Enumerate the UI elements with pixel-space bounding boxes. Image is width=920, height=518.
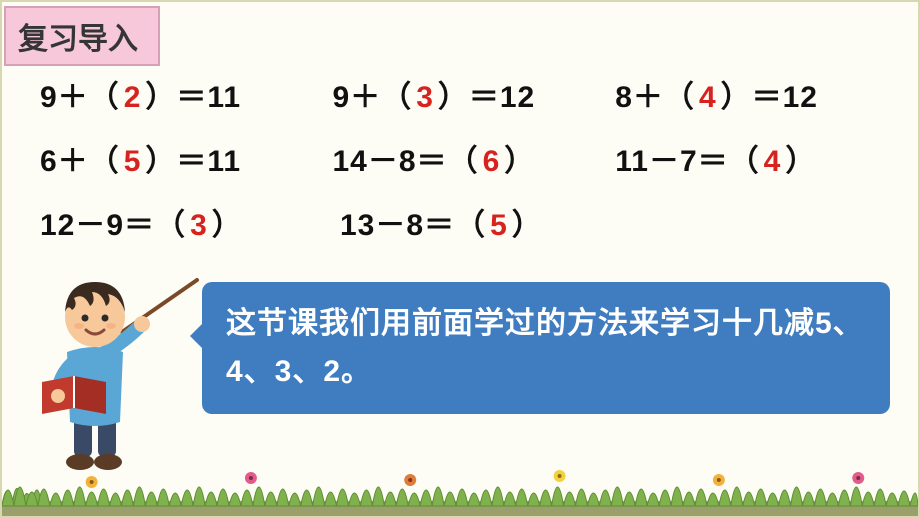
eq-answer: 3	[186, 209, 212, 243]
formula-row: 12－9＝（ 3 ） 13－8＝（ 5 ）	[40, 200, 898, 244]
section-header: 复习导入	[4, 6, 160, 66]
eq-answer: 5	[120, 145, 146, 179]
eq-answer: 2	[120, 81, 146, 115]
section-header-text: 复习导入	[18, 23, 138, 56]
equation: 9＋（ 3 ）＝12	[333, 72, 616, 116]
eq-post: ）	[504, 136, 535, 180]
equation: 11－7＝（ 4 ）	[615, 136, 898, 180]
formula-row: 9＋（ 2 ）＝11 9＋（ 3 ）＝12 8＋（ 4 ）＝12	[40, 72, 898, 116]
eq-answer: 5	[486, 209, 512, 243]
grass-icon	[2, 446, 918, 516]
eq-answer: 4	[760, 145, 786, 179]
slide: { "header":{ "text":"复习导入", "bg":"#f7c8d…	[0, 0, 920, 518]
eq-pre: 11－7＝（	[615, 136, 759, 180]
eq-post: ）＝11	[145, 72, 241, 116]
eq-post: ）＝11	[145, 136, 241, 180]
eq-post: ）	[512, 200, 543, 244]
equation: 14－8＝（ 6 ）	[333, 136, 616, 180]
eq-post: ）	[212, 200, 243, 244]
eq-pre: 13－8＝（	[340, 200, 486, 244]
eq-pre: 9＋（	[333, 72, 413, 116]
ground-decoration	[2, 446, 918, 516]
equation: 6＋（ 5 ）＝11	[40, 136, 333, 180]
eq-pre: 14－8＝（	[333, 136, 479, 180]
eq-pre: 8＋（	[615, 72, 695, 116]
equation: 13－8＝（ 5 ）	[340, 200, 630, 244]
eq-pre: 9＋（	[40, 72, 120, 116]
speech-bubble: 这节课我们用前面学过的方法来学习十几减5、4、3、2。	[202, 282, 890, 414]
speech-bubble-text: 这节课我们用前面学过的方法来学习十几减5、4、3、2。	[226, 307, 864, 388]
eq-post: ）	[785, 136, 816, 180]
equation: 9＋（ 2 ）＝11	[40, 72, 333, 116]
eq-answer: 6	[479, 145, 505, 179]
eq-pre: 12－9＝（	[40, 200, 186, 244]
formula-grid: 9＋（ 2 ）＝11 9＋（ 3 ）＝12 8＋（ 4 ）＝12 6＋（ 5 ）…	[40, 72, 898, 264]
equation: 12－9＝（ 3 ）	[40, 200, 340, 244]
formula-row: 6＋（ 5 ）＝11 14－8＝（ 6 ） 11－7＝（ 4 ）	[40, 136, 898, 180]
equation: 8＋（ 4 ）＝12	[615, 72, 898, 116]
eq-answer: 4	[695, 81, 721, 115]
eq-post: ）＝12	[438, 72, 535, 116]
eq-pre: 6＋（	[40, 136, 120, 180]
eq-post: ）＝12	[721, 72, 818, 116]
eq-answer: 3	[412, 81, 438, 115]
